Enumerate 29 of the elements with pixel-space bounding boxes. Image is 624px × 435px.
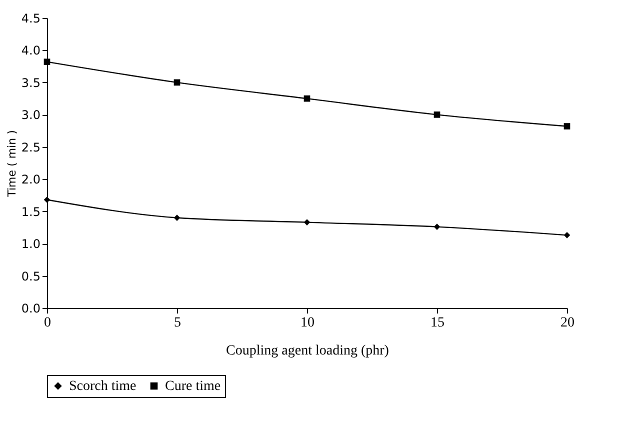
y-tick-label: 3.0	[21, 108, 40, 122]
point	[564, 123, 570, 130]
legend-label: Cure time	[165, 379, 221, 394]
legend-label: Scorch time	[69, 379, 136, 394]
y-tick-label: 3.5	[21, 76, 40, 90]
y-tick-label: 4.0	[21, 44, 40, 58]
y-tick-label: 4.5	[21, 12, 40, 26]
point	[174, 214, 180, 221]
x-axis-title: Coupling agent loading (phr)	[226, 344, 390, 358]
y-axis-title: Time ( min )	[5, 130, 18, 198]
y-tick-label: 2.5	[21, 140, 40, 154]
point	[44, 58, 50, 65]
x-tick-label: 20	[560, 316, 574, 330]
y-tick-label: 1.0	[21, 237, 40, 252]
x-tick-label: 10	[300, 316, 314, 330]
point	[434, 224, 440, 230]
x-tick-label: 0	[44, 316, 51, 330]
x-tick-label: 15	[430, 316, 444, 330]
point	[564, 232, 570, 238]
point	[174, 79, 180, 86]
point	[44, 196, 50, 203]
point	[304, 95, 310, 102]
x-tick-label: 5	[174, 316, 181, 330]
y-tick-label: 0.5	[21, 269, 40, 284]
point	[304, 219, 310, 226]
y-tick-label: 2.0	[21, 172, 40, 187]
point	[434, 112, 440, 118]
y-tick-label: 0.0	[21, 302, 40, 316]
y-tick-label: 1.5	[21, 204, 40, 219]
